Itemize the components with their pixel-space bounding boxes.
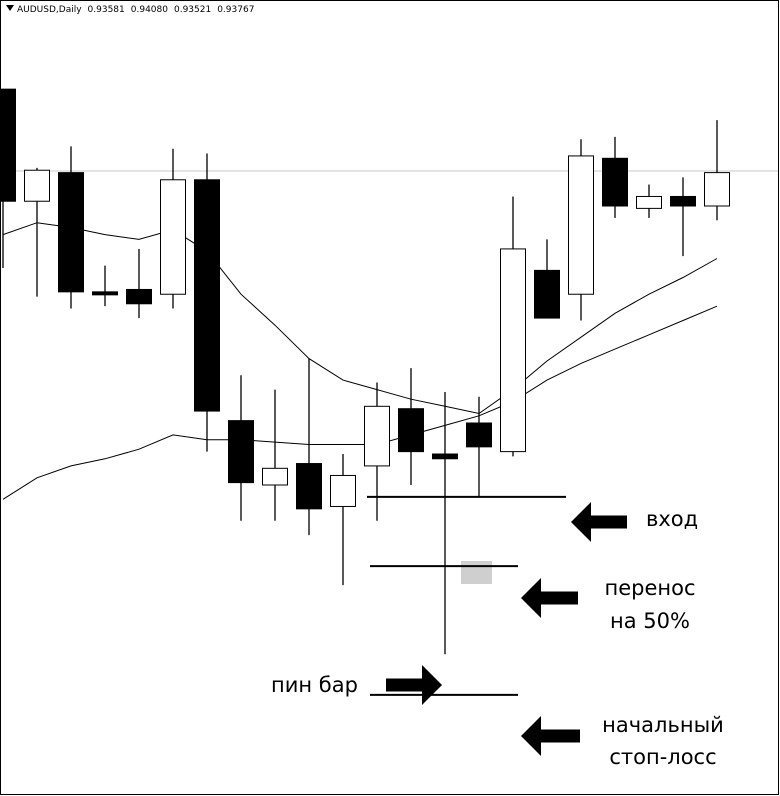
bullish-candle [160, 179, 186, 295]
bullish-candle [568, 155, 594, 295]
low-price: 0.93521 [173, 5, 212, 15]
bearish-candle [92, 291, 118, 296]
bearish-candle [58, 172, 84, 293]
bearish-candle [0, 88, 16, 202]
moving-average-slow [2, 305, 718, 500]
arrow-left-icon [521, 578, 578, 618]
bearish-candle [670, 195, 696, 207]
bullish-candle [500, 248, 526, 453]
move-50-label-line2: на 50% [610, 609, 690, 633]
bullish-candle [636, 195, 662, 209]
bearish-candle [228, 420, 254, 484]
stop-loss-label-line2: стоп-лосс [609, 745, 717, 769]
bullish-candle [262, 467, 288, 486]
high-price: 0.94080 [130, 5, 168, 15]
entry-label: вход [646, 507, 699, 531]
moving-average-fast [2, 222, 718, 415]
pin-bar-candle [432, 453, 458, 460]
highlight-marker [461, 561, 492, 584]
bullish-candle [704, 172, 730, 207]
arrow-left-icon [571, 502, 627, 542]
pin-bar-label: пин бар [271, 673, 358, 697]
bearish-candle [296, 463, 322, 510]
arrow-right-icon [386, 665, 442, 705]
bearish-candle [534, 269, 560, 319]
chart-header: AUDUSD,Daily 0.93581 0.94080 0.93521 0.93767 [6, 5, 254, 15]
bullish-candle [364, 405, 390, 467]
bullish-candle [330, 474, 356, 507]
stop-loss-label-line1: начальный [602, 713, 724, 737]
close-price: 0.93767 [217, 5, 255, 15]
arrow-left-icon [521, 716, 580, 756]
bearish-candle [466, 422, 492, 448]
move-50-label-line1: перенос [604, 576, 696, 600]
open-price: 0.93581 [87, 5, 125, 15]
bearish-candle [602, 157, 628, 207]
bearish-candle [126, 288, 152, 305]
bearish-candle [398, 408, 424, 453]
chevron-down-icon[interactable] [6, 5, 14, 11]
symbol-label: AUDUSD,Daily [17, 5, 82, 15]
bearish-candle [194, 179, 220, 412]
bullish-candle [24, 169, 50, 202]
